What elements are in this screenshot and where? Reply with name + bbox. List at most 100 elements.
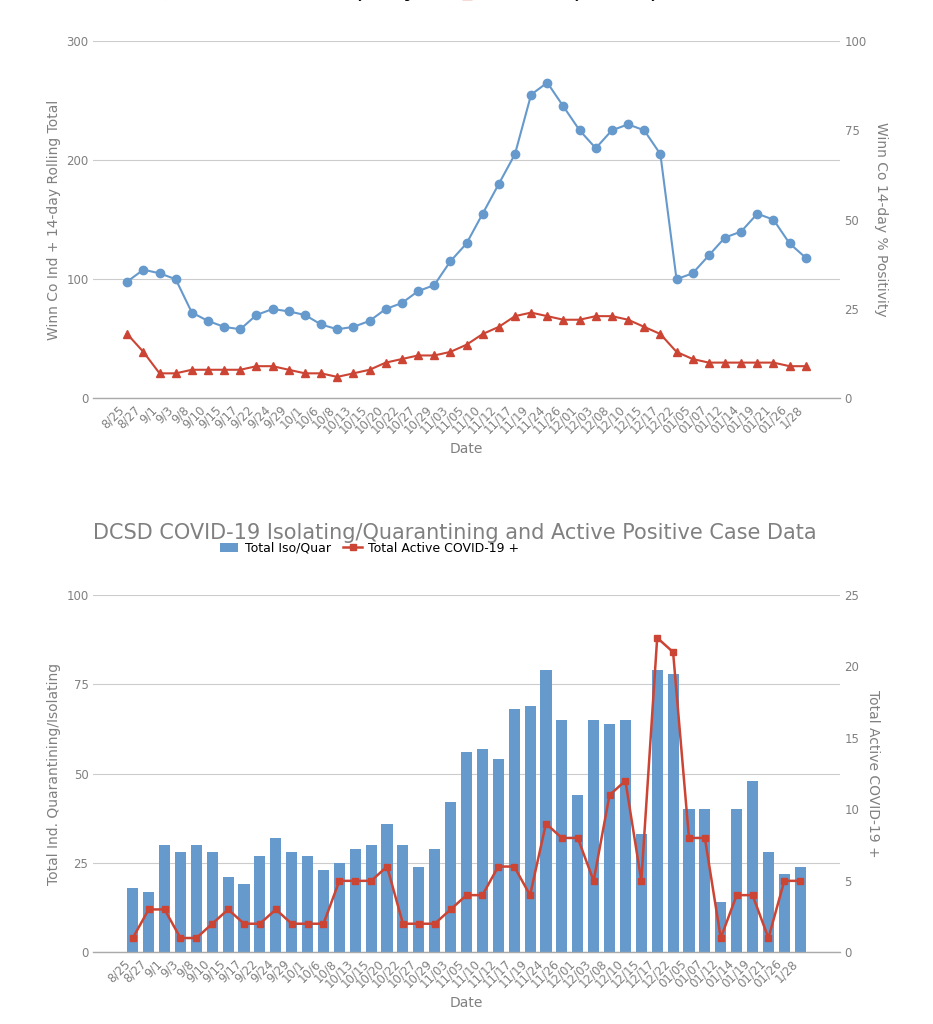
Winn Co 14-day % Positivity [719,356,731,369]
Total Active COVID-19 + [429,918,440,930]
Bar [700,809,710,952]
Bar [620,720,631,952]
Winn Co 14-day % Positivity [445,346,456,358]
Winn Co 14-day % Positivity [235,364,246,376]
Winn Co 14-day % Positivity [202,364,214,376]
Winn Co Individuals + 14-day Rolling Total [202,314,214,327]
Bar [572,795,583,952]
Bar [445,802,456,952]
Winn Co 14-day % Positivity [138,346,149,358]
Winn Co 14-day % Positivity [428,349,439,361]
Bar [461,753,472,952]
Winn Co Individuals + 14-day Rolling Total [380,303,391,315]
Y-axis label: Total Active COVID-19 +: Total Active COVID-19 + [866,690,880,857]
Winn Co 14-day % Positivity [461,339,472,351]
Total Active COVID-19 + [524,889,536,901]
Winn Co Individuals + 14-day Rolling Total [218,321,230,333]
Bar [239,885,250,952]
Winn Co 14-day % Positivity [299,368,311,380]
Total Active COVID-19 + [350,874,361,887]
Winn Co 14-day % Positivity [638,321,649,333]
Total Active COVID-19 + [604,788,615,801]
Total Active COVID-19 + [174,932,186,944]
Total Active COVID-19 + [667,646,678,658]
Winn Co Individuals + 14-day Rolling Total [121,275,132,288]
Winn Co 14-day % Positivity [284,364,295,376]
Bar [716,902,726,952]
Winn Co Individuals + 14-day Rolling Total [397,297,408,309]
Winn Co 14-day % Positivity [558,313,569,326]
Winn Co Individuals + 14-day Rolling Total [284,305,295,317]
Winn Co 14-day % Positivity [154,368,165,380]
Total Active COVID-19 + [493,860,504,872]
Winn Co Individuals + 14-day Rolling Total [671,273,682,286]
Winn Co 14-day % Positivity [574,313,585,326]
Bar [190,845,202,952]
Total Active COVID-19 + [699,831,710,844]
Y-axis label: Winn Co 14-day % Positivity: Winn Co 14-day % Positivity [873,122,887,317]
Winn Co 14-day % Positivity [412,349,424,361]
Winn Co Individuals + 14-day Rolling Total [735,225,746,238]
Winn Co Individuals + 14-day Rolling Total [784,238,795,250]
Winn Co 14-day % Positivity [251,360,262,373]
Winn Co Individuals + 14-day Rolling Total [703,249,715,261]
Total Active COVID-19 + [635,874,647,887]
Winn Co Individuals + 14-day Rolling Total [638,124,649,136]
Winn Co Individuals + 14-day Rolling Total [267,303,278,315]
Winn Co Individuals + 14-day Rolling Total [752,208,763,220]
Winn Co Individuals + 14-day Rolling Total [331,324,342,336]
Winn Co 14-day % Positivity [606,310,618,323]
Winn Co 14-day % Positivity [591,310,602,323]
Winn Co Individuals + 14-day Rolling Total [299,309,311,322]
Winn Co 14-day % Positivity [121,328,132,340]
Total Active COVID-19 + [159,903,170,915]
Bar [635,835,647,952]
Winn Co Individuals + 14-day Rolling Total [542,77,553,89]
Winn Co 14-day % Positivity [170,368,181,380]
Bar [334,863,345,952]
Bar [779,873,790,952]
Bar [731,809,743,952]
Bar [397,845,409,952]
Winn Co Individuals + 14-day Rolling Total [445,255,456,267]
Total Active COVID-19 + [731,889,743,901]
Winn Co 14-day % Positivity [348,368,359,380]
Y-axis label: Winn Co Ind + 14-day Rolling Total: Winn Co Ind + 14-day Rolling Total [47,99,61,340]
Winn Co Individuals + 14-day Rolling Total [768,214,779,226]
Bar [604,724,615,952]
Bar [286,852,298,952]
Total Active COVID-19 + [477,889,488,901]
Bar [556,720,567,952]
Total Active COVID-19 + [795,874,806,887]
Total Active COVID-19 + [508,860,520,872]
Winn Co 14-day % Positivity [380,356,391,369]
Winn Co Individuals + 14-day Rolling Total [558,100,569,113]
Bar [667,674,678,952]
Bar [413,866,425,952]
Total Active COVID-19 + [206,918,217,930]
Winn Co Individuals + 14-day Rolling Total [477,208,488,220]
Bar [795,866,806,952]
Winn Co Individuals + 14-day Rolling Total [154,267,165,280]
Winn Co 14-day % Positivity [687,353,698,366]
Bar [429,849,440,952]
Total Active COVID-19 + [683,831,694,844]
Total Active COVID-19 + [556,831,567,844]
Total Active COVID-19 + [382,860,393,872]
Total Active COVID-19 + [763,932,774,944]
Bar [651,670,662,952]
Line: Winn Co Individuals + 14-day Rolling Total: Winn Co Individuals + 14-day Rolling Tot… [123,79,810,334]
Winn Co 14-day % Positivity [655,328,666,340]
Total Active COVID-19 + [397,918,409,930]
Total Active COVID-19 + [318,918,329,930]
Total Active COVID-19 + [588,874,599,887]
Bar [207,852,217,952]
Winn Co Individuals + 14-day Rolling Total [235,324,246,336]
Winn Co 14-day % Positivity [768,356,779,369]
Winn Co Individuals + 14-day Rolling Total [138,263,149,275]
Total Active COVID-19 + [286,918,298,930]
Total Active COVID-19 + [651,632,662,644]
Text: DCSD COVID-19 Isolating/Quarantining and Active Positive Case Data: DCSD COVID-19 Isolating/Quarantining and… [93,523,817,544]
Total Active COVID-19 + [572,831,583,844]
Winn Co 14-day % Positivity [752,356,763,369]
